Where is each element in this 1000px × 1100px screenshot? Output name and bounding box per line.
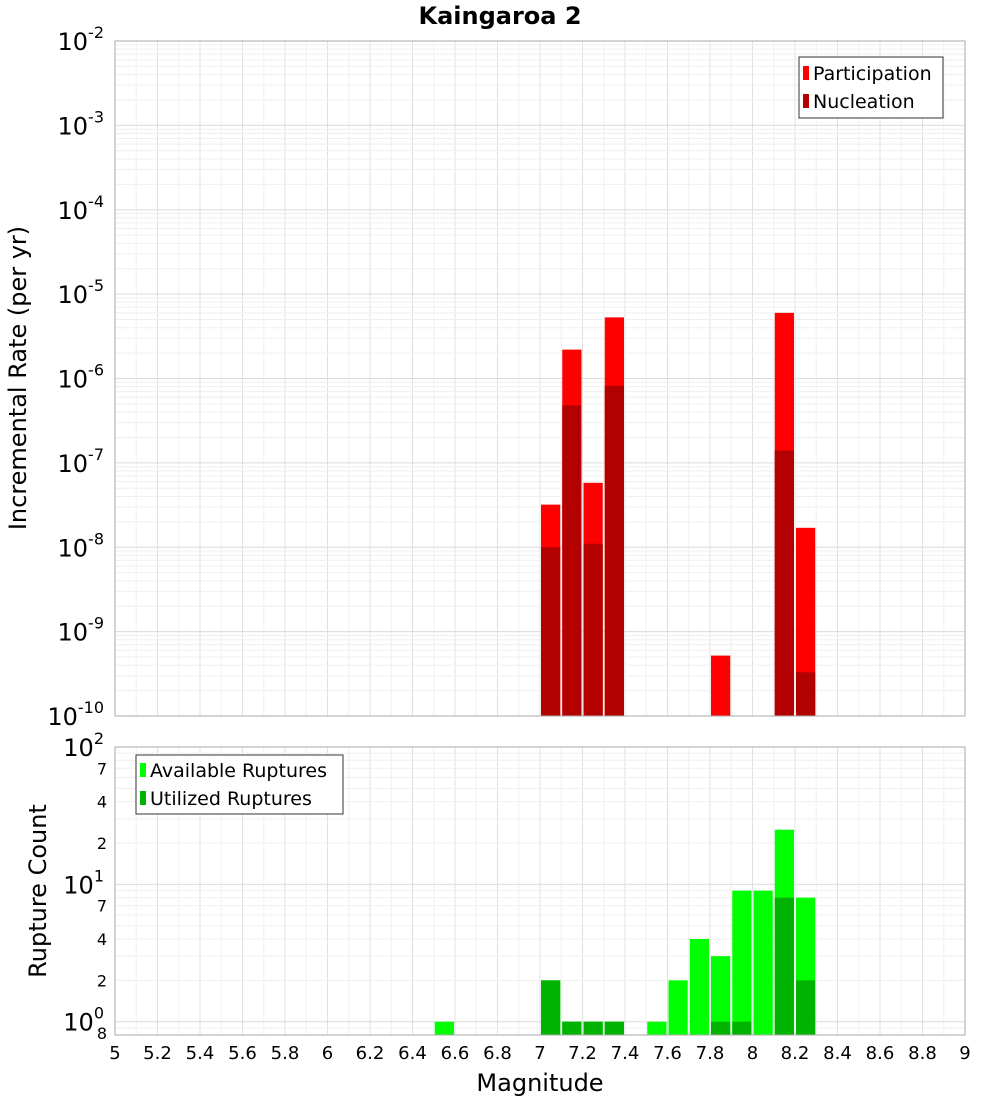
bottom-bar-utilized-ruptures-5 <box>732 1021 752 1035</box>
bottom-bar-utilized-ruptures-0 <box>541 980 561 1035</box>
top-bar-nucleation-5 <box>796 672 816 716</box>
top-y-tick-2: 10-8 <box>58 529 105 562</box>
legend-label-available-ruptures: Available Ruptures <box>150 760 327 782</box>
bottom-bar-utilized-ruptures-1 <box>562 1021 582 1035</box>
bottom-bar-available-ruptures-10 <box>753 890 773 1035</box>
top-y-tick-3: 10-7 <box>58 445 105 478</box>
x-tick-3: 5.6 <box>228 1043 257 1064</box>
bottom-y-minor-tick-0: 8 <box>97 1024 107 1043</box>
top-plot-frame <box>114 40 966 717</box>
x-axis-label: Magnitude <box>476 1069 603 1097</box>
top-y-tick-4: 10-6 <box>58 361 105 394</box>
legend-swatch-available-ruptures <box>140 763 146 777</box>
x-tick-19: 8.8 <box>908 1043 937 1064</box>
top-legend-box <box>798 56 944 119</box>
x-tick-5: 6 <box>322 1043 333 1064</box>
bottom-bar-utilized-ruptures-3 <box>604 1021 624 1035</box>
chart-title: Kaingaroa 2 <box>418 2 581 30</box>
legend-swatch-utilized-ruptures <box>140 791 146 805</box>
x-tick-17: 8.4 <box>823 1043 852 1064</box>
x-tick-11: 7.2 <box>568 1043 597 1064</box>
top-y-tick-7: 10-3 <box>58 107 105 140</box>
bottom-plot-frame <box>114 746 966 1036</box>
top-y-axis-label: Incremental Rate (per yr) <box>4 226 32 530</box>
top-bar-nucleation-3 <box>604 385 624 716</box>
x-tick-0: 5 <box>109 1043 120 1064</box>
top-gridlines <box>115 41 965 716</box>
x-tick-1: 5.2 <box>143 1043 172 1064</box>
top-y-tick-labels: 10-10 10-9 10-8 10-7 10-6 10-5 10-4 10-3 10-2 <box>47 23 104 731</box>
bottom-bar-available-ruptures-0 <box>434 1021 454 1035</box>
x-tick-9: 6.8 <box>483 1043 512 1064</box>
legend-swatch-nucleation <box>803 94 809 108</box>
x-tick-16: 8.2 <box>781 1043 810 1064</box>
bottom-y-minor-tick-1: 2 <box>97 971 107 990</box>
x-tick-2: 5.4 <box>186 1043 215 1064</box>
bottom-y-minor-tick-3: 7 <box>97 897 107 916</box>
bottom-y-tick-1: 101 <box>63 866 104 899</box>
legend-swatch-participation <box>803 66 809 80</box>
bottom-y-tick-0: 100 <box>63 1004 104 1037</box>
bottom-bar-available-ruptures-9 <box>732 890 752 1035</box>
legend-label-utilized-ruptures: Utilized Ruptures <box>150 788 312 810</box>
top-bar-participation-6 <box>796 527 816 716</box>
x-tick-8: 6.6 <box>441 1043 470 1064</box>
bottom-y-tick-labels: 100 101 102 8 2 4 7 2 4 7 <box>63 729 107 1043</box>
x-tick-18: 8.6 <box>866 1043 895 1064</box>
top-bars <box>541 312 816 716</box>
bottom-bars <box>434 829 816 1035</box>
legend-label-participation: Participation <box>813 63 932 85</box>
top-bar-nucleation-1 <box>562 405 582 716</box>
bottom-y-axis-label: Rupture Count <box>24 804 52 978</box>
bottom-bar-available-ruptures-6 <box>668 980 688 1035</box>
bottom-legend: Available Ruptures Utilized Ruptures <box>135 754 344 815</box>
x-tick-13: 7.6 <box>653 1043 682 1064</box>
x-tick-7: 6.4 <box>398 1043 427 1064</box>
bottom-legend-box <box>135 754 344 815</box>
x-tick-14: 7.8 <box>696 1043 725 1064</box>
x-tick-4: 5.8 <box>271 1043 300 1064</box>
top-bar-nucleation-4 <box>774 450 794 716</box>
legend-label-nucleation: Nucleation <box>813 91 915 113</box>
x-tick-6: 6.2 <box>356 1043 385 1064</box>
bottom-y-minor-tick-5: 4 <box>97 793 107 812</box>
x-tick-12: 7.4 <box>611 1043 640 1064</box>
top-legend: Participation Nucleation <box>798 56 944 119</box>
x-tick-15: 8 <box>747 1043 758 1064</box>
bottom-y-minor-tick-2: 4 <box>97 930 107 949</box>
top-bar-nucleation-2 <box>583 543 603 716</box>
bottom-bar-available-ruptures-5 <box>647 1021 667 1035</box>
bottom-bar-available-ruptures-8 <box>711 956 731 1035</box>
bottom-bar-utilized-ruptures-7 <box>796 980 816 1035</box>
top-bar-nucleation-0 <box>541 547 561 716</box>
bottom-y-minor-tick-6: 7 <box>97 759 107 778</box>
x-tick-labels: 5 5.2 5.4 5.6 5.8 6 6.2 6.4 6.6 6.8 7 7.2 7.4 7.6 7.8 8… <box>109 1043 970 1064</box>
top-y-tick-5: 10-5 <box>58 276 105 309</box>
bottom-y-tick-2: 102 <box>63 729 104 762</box>
x-tick-20: 9 <box>959 1043 970 1064</box>
top-y-tick-8: 10-2 <box>58 23 105 56</box>
top-y-tick-1: 10-9 <box>58 614 105 647</box>
top-bar-participation-4 <box>711 655 731 716</box>
bottom-bar-utilized-ruptures-2 <box>583 1021 603 1035</box>
bottom-bar-available-ruptures-7 <box>689 939 709 1035</box>
bottom-y-minor-tick-4: 2 <box>97 834 107 853</box>
top-y-tick-0: 10-10 <box>47 698 104 731</box>
top-y-tick-6: 10-4 <box>58 192 105 225</box>
bottom-bar-utilized-ruptures-4 <box>711 1021 731 1035</box>
bottom-bar-utilized-ruptures-6 <box>774 897 794 1035</box>
x-tick-10: 7 <box>534 1043 545 1064</box>
